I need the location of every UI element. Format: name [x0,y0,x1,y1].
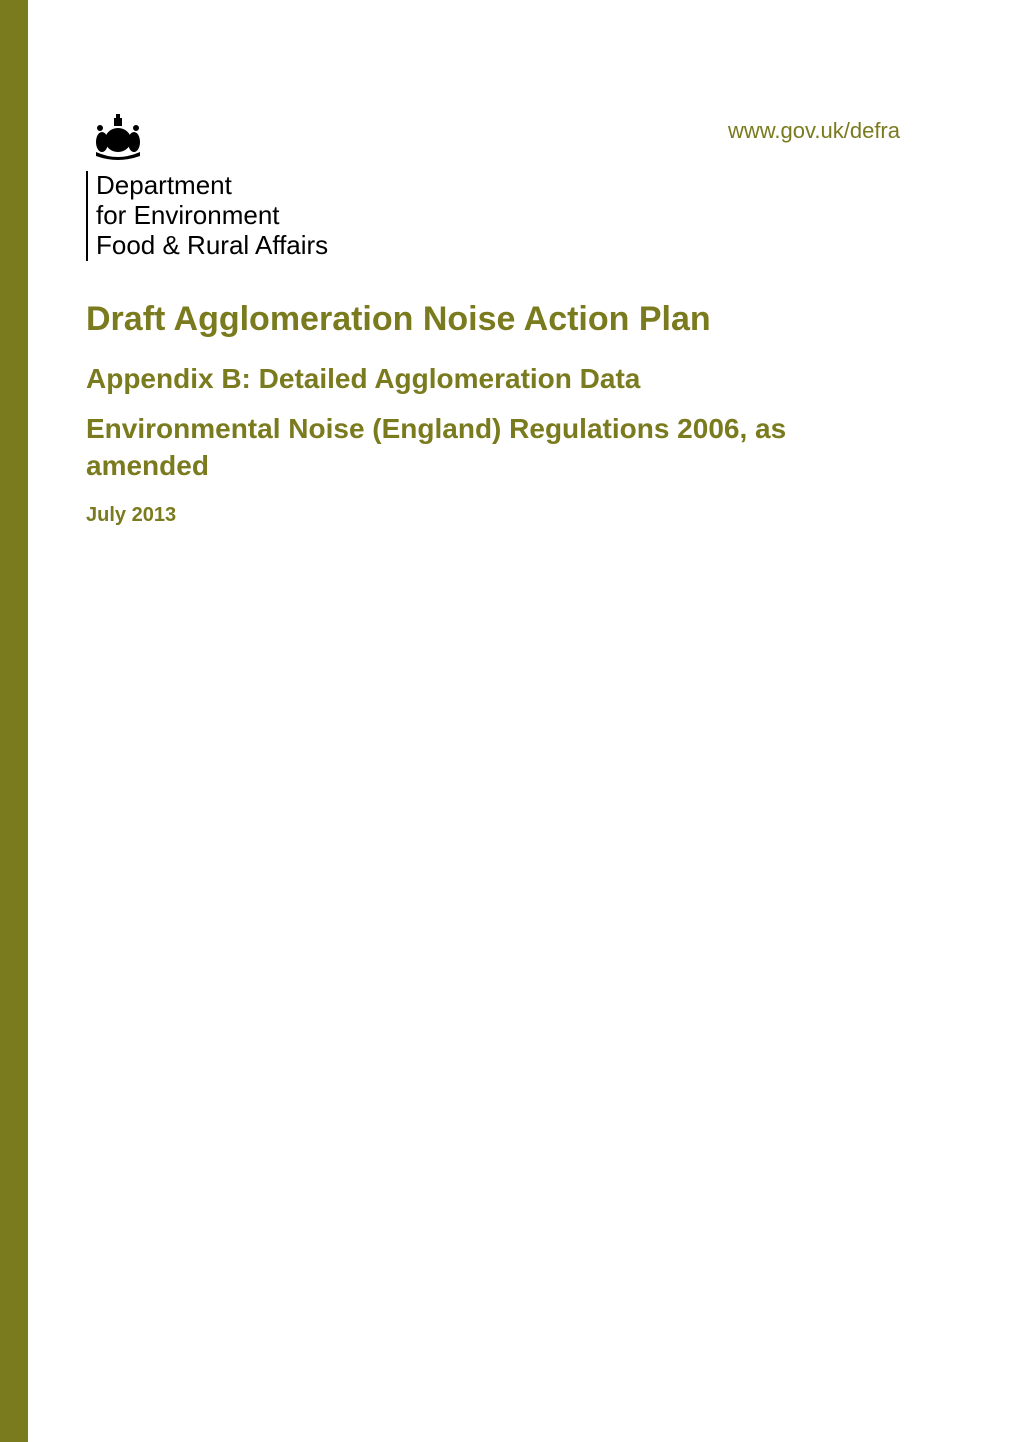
dept-line-3: Food & Rural Affairs [96,231,328,261]
left-accent-bar [0,0,28,1442]
title-block: Draft Agglomeration Noise Action Plan Ap… [86,300,910,527]
dept-line-2: for Environment [96,201,328,231]
department-name: Department for Environment Food & Rural … [86,171,328,261]
dept-line-1: Department [96,171,328,201]
document-subtitle-1: Appendix B: Detailed Agglomeration Data [86,361,910,397]
document-subtitle-2: Environmental Noise (England) Regulation… [86,411,910,484]
document-title: Draft Agglomeration Noise Action Plan [86,300,910,339]
royal-crest-icon [90,114,328,165]
department-logo: Department for Environment Food & Rural … [86,114,328,261]
document-date: July 2013 [86,504,910,527]
header-url: www.gov.uk/defra [728,118,900,144]
